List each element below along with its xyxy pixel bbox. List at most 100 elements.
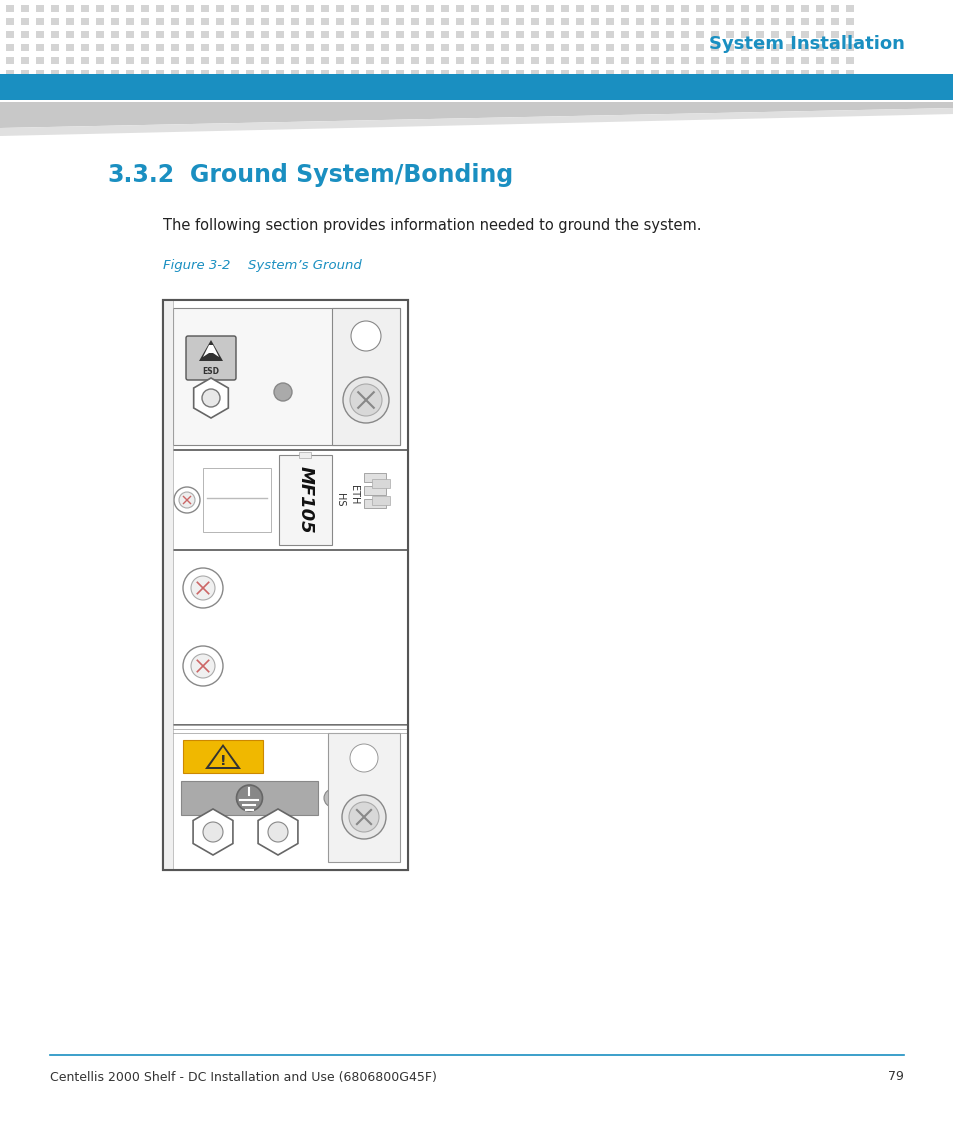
Bar (576, 44, 583, 52)
Bar (246, 5, 253, 11)
Bar (696, 18, 703, 25)
Bar (261, 31, 269, 38)
Bar (366, 31, 374, 38)
Bar (366, 70, 374, 77)
Circle shape (343, 377, 389, 423)
Polygon shape (258, 810, 297, 855)
Bar (785, 44, 793, 52)
Bar (81, 44, 89, 52)
Bar (411, 31, 418, 38)
Polygon shape (209, 747, 236, 767)
Bar (785, 57, 793, 64)
Bar (231, 44, 239, 52)
Bar (440, 44, 449, 52)
Bar (36, 70, 44, 77)
Bar (96, 70, 104, 77)
Bar (516, 5, 523, 11)
Bar (21, 70, 29, 77)
Bar (171, 44, 179, 52)
Bar (306, 70, 314, 77)
Bar (215, 57, 224, 64)
Bar (620, 70, 628, 77)
Bar (141, 5, 149, 11)
Bar (156, 57, 164, 64)
Circle shape (202, 389, 220, 406)
Bar (201, 5, 209, 11)
Bar (426, 70, 434, 77)
Bar (163, 300, 408, 870)
Bar (590, 57, 598, 64)
Bar (51, 31, 59, 38)
Bar (231, 5, 239, 11)
Bar (163, 300, 408, 450)
Bar (395, 18, 403, 25)
Bar (440, 57, 449, 64)
Bar (815, 5, 823, 11)
Bar (680, 57, 688, 64)
Bar (215, 70, 224, 77)
Bar (320, 44, 329, 52)
Bar (275, 70, 284, 77)
Bar (696, 70, 703, 77)
Bar (755, 44, 763, 52)
Bar (605, 44, 614, 52)
Bar (560, 70, 568, 77)
Bar (36, 31, 44, 38)
Bar (351, 70, 358, 77)
Bar (366, 44, 374, 52)
Bar (278, 455, 332, 545)
Bar (275, 57, 284, 64)
Bar (500, 31, 509, 38)
Bar (411, 57, 418, 64)
Bar (605, 18, 614, 25)
Bar (66, 57, 74, 64)
Polygon shape (193, 810, 233, 855)
Bar (299, 452, 312, 458)
Bar (500, 44, 509, 52)
Bar (590, 70, 598, 77)
Bar (531, 18, 538, 25)
Bar (21, 18, 29, 25)
Bar (755, 70, 763, 77)
Bar (215, 18, 224, 25)
Bar (335, 44, 344, 52)
Bar (680, 5, 688, 11)
Bar (845, 44, 853, 52)
Bar (770, 57, 779, 64)
Circle shape (183, 646, 223, 686)
Circle shape (191, 576, 214, 600)
Bar (456, 31, 463, 38)
Bar (605, 5, 614, 11)
Bar (21, 57, 29, 64)
Bar (576, 70, 583, 77)
Bar (126, 18, 133, 25)
Bar (332, 308, 399, 445)
Bar (96, 18, 104, 25)
Bar (471, 5, 478, 11)
Circle shape (183, 568, 223, 608)
Bar (6, 5, 14, 11)
Bar (111, 57, 119, 64)
Bar (605, 31, 614, 38)
Bar (650, 44, 659, 52)
Bar (740, 31, 748, 38)
Bar (231, 70, 239, 77)
Bar (395, 70, 403, 77)
Polygon shape (199, 340, 223, 361)
Bar (126, 70, 133, 77)
Bar (785, 5, 793, 11)
Bar (680, 70, 688, 77)
Bar (395, 5, 403, 11)
Bar (380, 18, 389, 25)
Bar (500, 57, 509, 64)
Bar (576, 18, 583, 25)
Bar (830, 18, 838, 25)
Bar (801, 5, 808, 11)
Bar (335, 31, 344, 38)
Bar (203, 468, 271, 532)
Bar (215, 5, 224, 11)
Bar (366, 5, 374, 11)
Bar (471, 18, 478, 25)
Bar (590, 44, 598, 52)
Bar (66, 5, 74, 11)
